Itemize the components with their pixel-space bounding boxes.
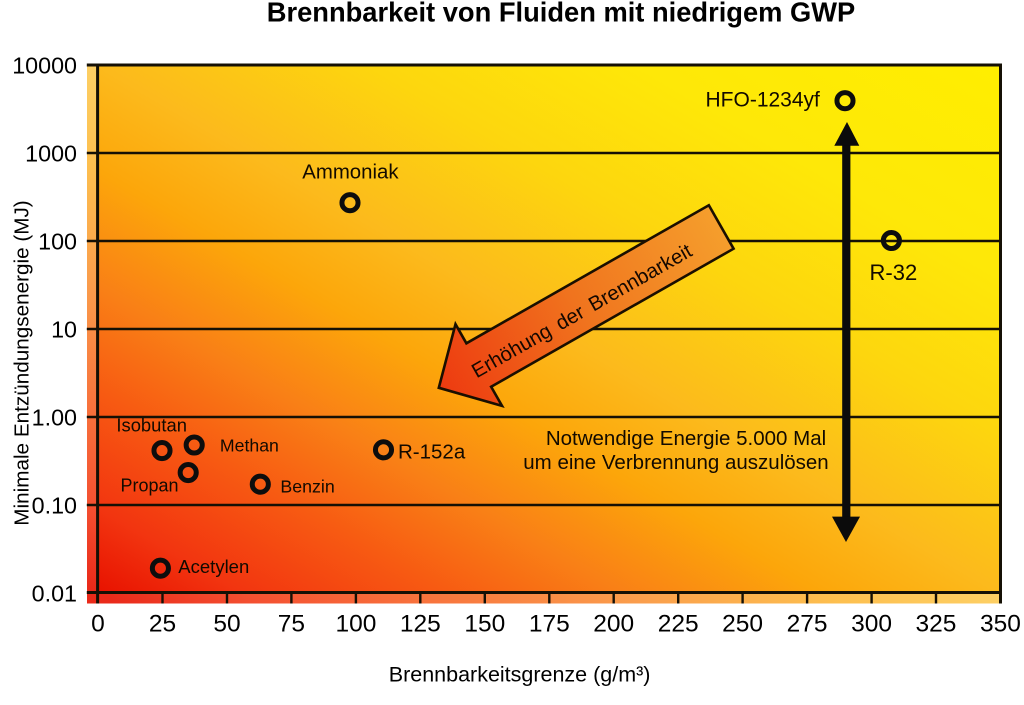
- svg-text:Ammoniak: Ammoniak: [302, 161, 399, 183]
- svg-text:175: 175: [529, 611, 570, 638]
- svg-text:50: 50: [213, 611, 240, 638]
- svg-text:Acetylen: Acetylen: [178, 556, 249, 577]
- svg-text:0.10: 0.10: [32, 492, 77, 518]
- svg-text:200: 200: [593, 611, 634, 638]
- svg-text:25: 25: [149, 611, 176, 638]
- svg-text:275: 275: [787, 611, 828, 638]
- svg-text:Brennbarkeitsgrenze (g/m³): Brennbarkeitsgrenze (g/m³): [389, 662, 651, 686]
- svg-text:R-152a: R-152a: [398, 441, 466, 464]
- svg-text:1000: 1000: [25, 140, 77, 166]
- svg-text:10: 10: [51, 316, 77, 342]
- svg-text:Minimale Entzündungsenergie (M: Minimale Entzündungsenergie (MJ): [10, 200, 33, 525]
- svg-text:0.01: 0.01: [32, 580, 77, 606]
- svg-text:10000: 10000: [12, 52, 77, 78]
- svg-text:HFO-1234yf: HFO-1234yf: [706, 89, 821, 112]
- svg-text:325: 325: [916, 611, 957, 638]
- svg-text:Methan: Methan: [220, 436, 279, 456]
- svg-text:225: 225: [658, 611, 699, 638]
- svg-text:Propan: Propan: [121, 475, 179, 495]
- svg-text:75: 75: [278, 611, 305, 638]
- svg-text:150: 150: [464, 611, 505, 638]
- svg-text:Isobutan: Isobutan: [116, 415, 187, 436]
- svg-text:1.00: 1.00: [32, 404, 77, 430]
- svg-text:um eine Verbrennung auszulösen: um eine Verbrennung auszulösen: [523, 451, 828, 474]
- svg-text:Benzin: Benzin: [280, 476, 334, 496]
- svg-text:250: 250: [722, 611, 763, 638]
- svg-text:100: 100: [38, 228, 77, 254]
- svg-text:125: 125: [400, 611, 441, 638]
- svg-text:100: 100: [335, 611, 376, 638]
- svg-text:R-32: R-32: [870, 260, 918, 285]
- svg-text:350: 350: [980, 611, 1021, 638]
- svg-text:Notwendige Energie 5.000 Mal: Notwendige Energie 5.000 Mal: [546, 427, 826, 450]
- svg-text:300: 300: [851, 611, 892, 638]
- svg-text:Brennbarkeit von Fluiden mit n: Brennbarkeit von Fluiden mit niedrigem G…: [267, 0, 855, 27]
- svg-text:0: 0: [91, 611, 105, 638]
